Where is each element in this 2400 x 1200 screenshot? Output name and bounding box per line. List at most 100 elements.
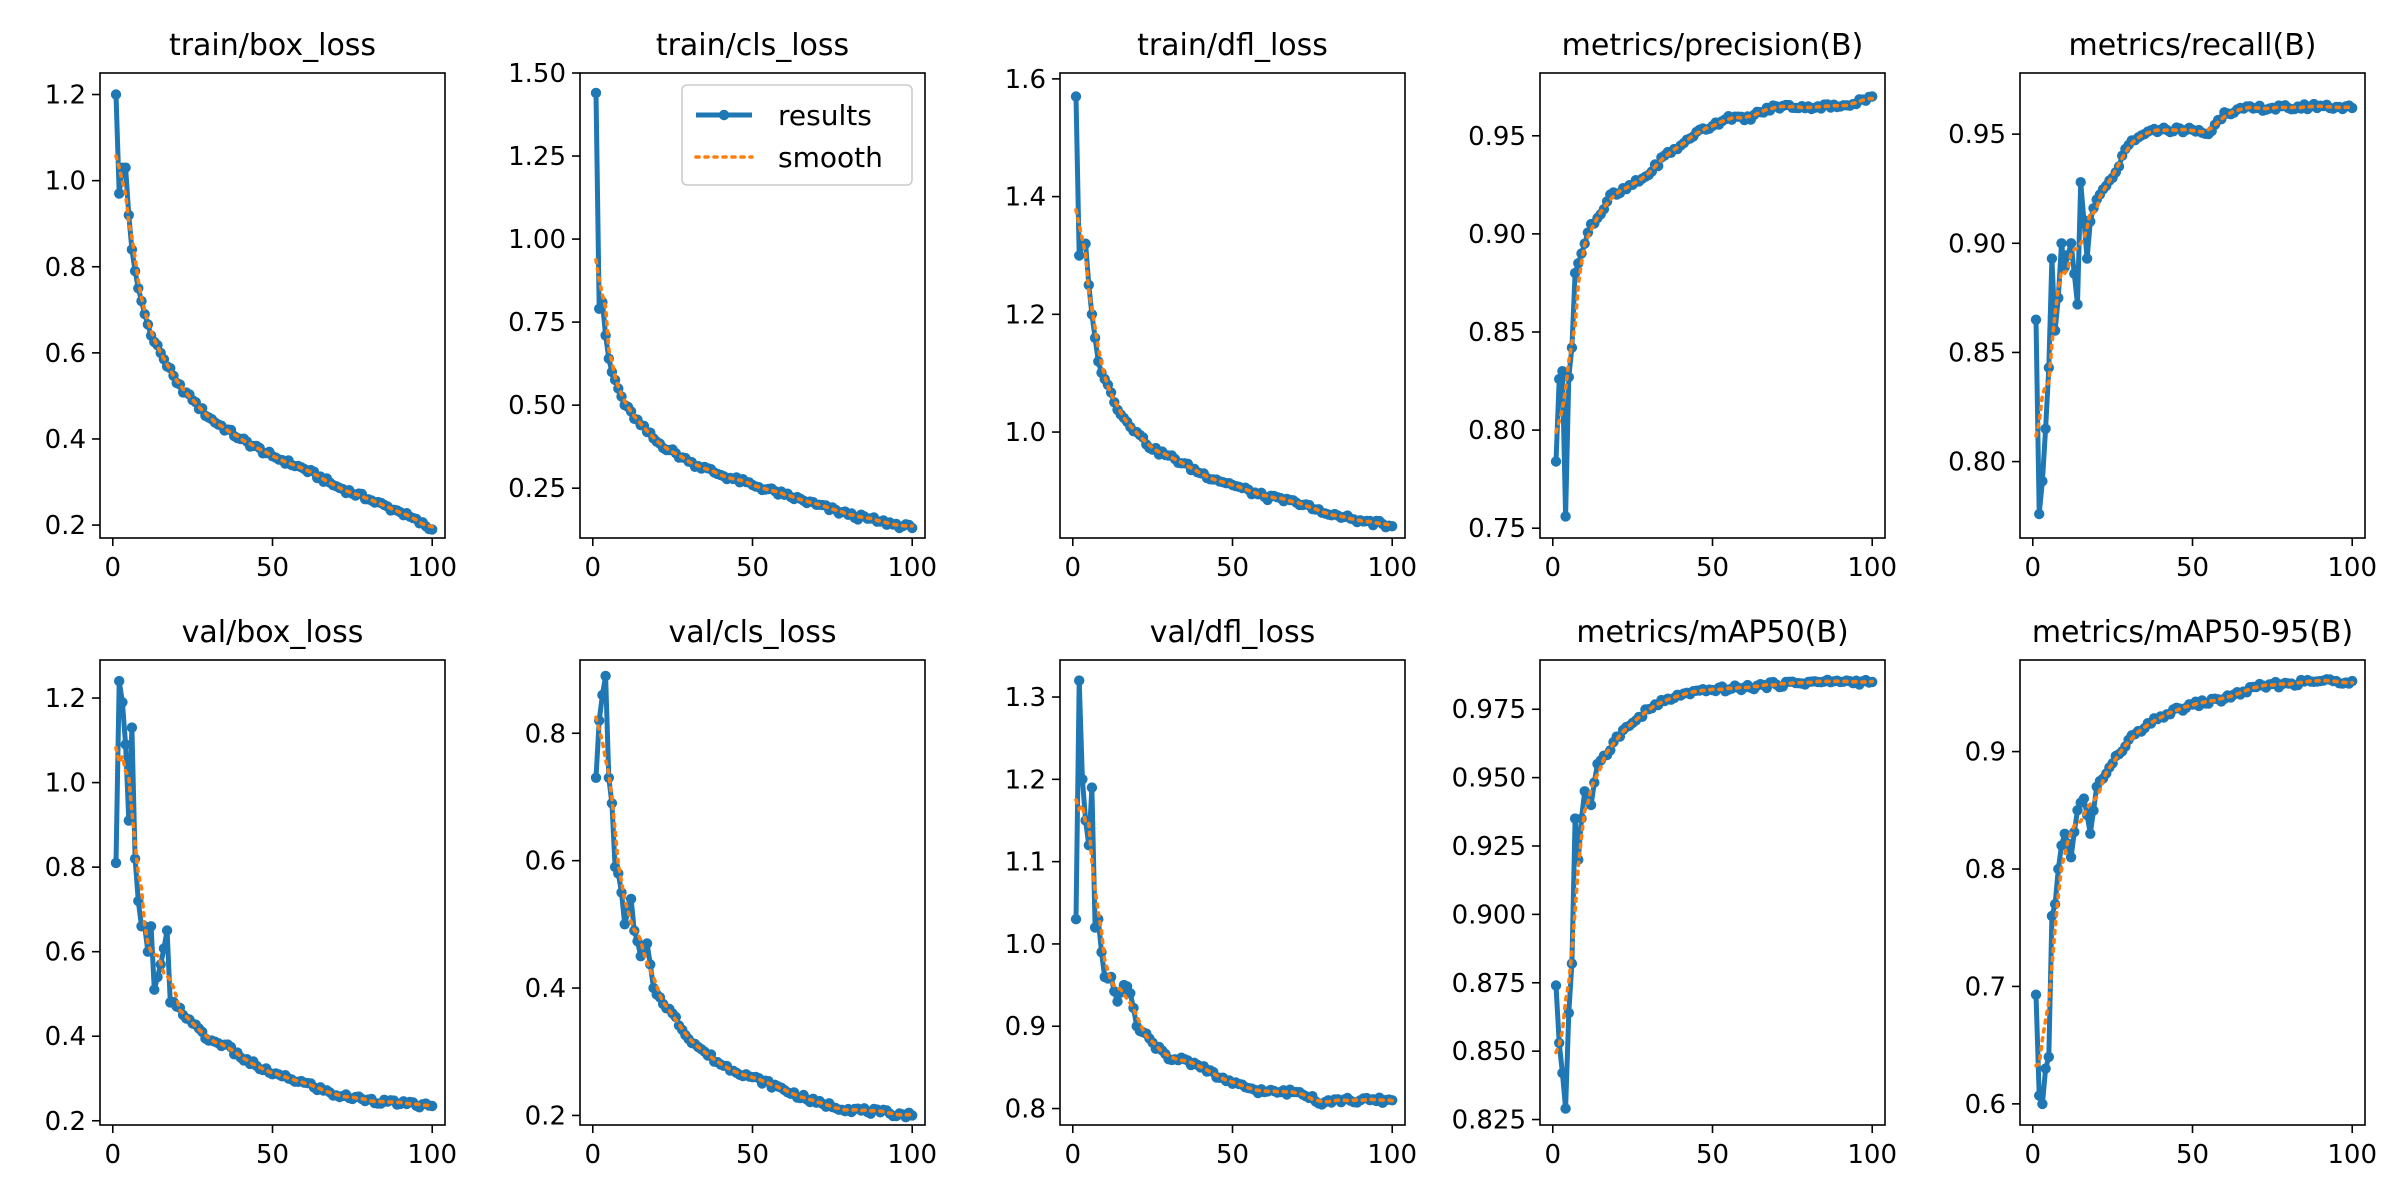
x-tick-label: 100 [407,553,457,583]
x-tick-label: 0 [585,1140,602,1170]
panel-title: metrics/recall(B) [2068,28,2316,63]
results-point [2034,1090,2045,1101]
results-point [2037,1098,2048,1110]
y-tick-label: 1.0 [45,167,86,197]
y-tick-label: 0.85 [1948,338,2006,368]
y-tick-label: 0.8 [1005,1095,1046,1125]
y-tick-label: 0.4 [45,425,86,455]
results-point [2069,268,2080,279]
plot-frame [99,72,446,539]
results-point [590,772,602,783]
panel-val-dfl-loss: val/dfl_loss 0 50 100 0.8 0.9 1.0 1.1 1.2 1.3 [1005,615,1417,1170]
results-point [2065,238,2077,249]
panel-title: metrics/mAP50-95(B) [2032,615,2353,650]
x-tick-label: 0 [1065,1140,1082,1170]
results-point [1550,456,1562,467]
y-tick-label: 0.6 [525,847,566,877]
smooth-line [594,715,915,1117]
legend: results smooth [681,84,913,186]
results-point [600,670,611,682]
panel-metrics-recall-b-: metrics/recall(B) 0 50 100 0.80 0.85 0.90 0.95 [1948,28,2377,583]
results-point [117,697,128,708]
legend-results-marker [718,109,730,121]
results-point [1077,774,1088,785]
results-point [1563,1007,1575,1019]
y-tick-label: 0.9 [1965,738,2006,768]
panel-train-cls-loss: train/cls_loss 0 50 100 0.25 0.50 0.75 1.00 1.25… [508,28,937,583]
x-tick-label: 100 [2327,1140,2377,1170]
results-point [597,689,608,701]
plot-frame [2019,72,2366,539]
y-tick-label: 0.80 [1948,448,2006,478]
y-tick-label: 0.9 [1005,1012,1046,1042]
smooth-line [1074,208,1394,528]
results-point [641,938,653,949]
results-point [2030,314,2042,325]
y-tick-label: 0.925 [1452,832,1526,862]
y-tick-label: 1.2 [1005,300,1046,330]
results-point [2072,299,2083,310]
y-tick-label: 0.6 [1965,1090,2006,1120]
y-tick-label: 0.90 [1468,220,1526,250]
x-tick-label: 0 [105,1140,122,1170]
legend-results-label: results [778,99,872,132]
x-tick-label: 100 [1847,553,1897,583]
panel-title: train/box_loss [169,28,376,63]
x-tick-label: 0 [1065,553,1082,583]
x-tick-label: 100 [2327,553,2377,583]
panel-val-cls-loss: val/cls_loss 0 50 100 0.2 0.4 0.6 0.8 [525,615,937,1170]
results-point [158,943,170,954]
results-point [2075,177,2086,188]
panel-train-box-loss: train/box_loss 0 50 100 0.2 0.4 0.6 0.8 1.0 1.2 [45,28,457,583]
x-tick-label: 0 [585,553,602,583]
results-point [114,675,125,687]
results-point [1112,996,1123,1007]
panel-metrics-precision-b-: metrics/precision(B) 0 50 100 0.75 0.80 0.85 0.… [1468,28,1897,583]
x-tick-label: 50 [256,553,289,583]
panel-title: metrics/mAP50(B) [1576,615,1848,650]
y-tick-label: 0.8 [1965,855,2006,885]
y-tick-label: 0.8 [45,853,86,883]
results-point [1070,91,1082,102]
smooth-line [114,745,435,1108]
smooth-line [594,257,915,529]
results-point [590,87,602,99]
y-tick-label: 0.900 [1452,900,1526,930]
panel-metrics-map50-95-b-: metrics/mAP50-95(B) 0 50 100 0.6 0.7 0.8 0.9 [1965,615,2377,1170]
x-tick-label: 0 [1545,1140,1562,1170]
x-tick-label: 0 [105,553,122,583]
y-tick-label: 0.850 [1452,1037,1526,1067]
results-point [907,1110,918,1121]
y-tick-label: 0.90 [1948,229,2006,259]
results-point [149,984,160,995]
x-tick-label: 50 [1696,1140,1729,1170]
x-tick-label: 50 [256,1140,289,1170]
results-point [110,89,122,100]
panel-title: val/cls_loss [669,615,837,650]
panel-title: metrics/precision(B) [1562,28,1864,63]
plot-frame [1539,72,1886,539]
y-tick-label: 1.0 [1005,418,1046,448]
results-point [120,739,131,750]
y-tick-label: 1.25 [508,142,566,172]
smooth-line [2034,104,2354,438]
x-tick-label: 100 [887,553,937,583]
results-point [2034,508,2045,520]
results-point [1070,914,1082,925]
results-point [2065,852,2077,863]
results-point [110,857,122,869]
results-point [2040,423,2051,434]
results-point [2030,989,2042,1000]
smooth-line [2034,678,2354,1068]
results-point [2059,828,2070,839]
x-tick-label: 50 [2176,553,2209,583]
y-tick-label: 0.875 [1452,969,1526,999]
results-point [2043,1051,2054,1063]
results-point [2056,238,2067,249]
x-tick-label: 50 [1216,553,1249,583]
x-tick-label: 50 [736,1140,769,1170]
results-point [1569,267,1581,279]
panel-train-dfl-loss: train/dfl_loss 0 50 100 1.0 1.2 1.4 1.6 [1005,28,1417,583]
